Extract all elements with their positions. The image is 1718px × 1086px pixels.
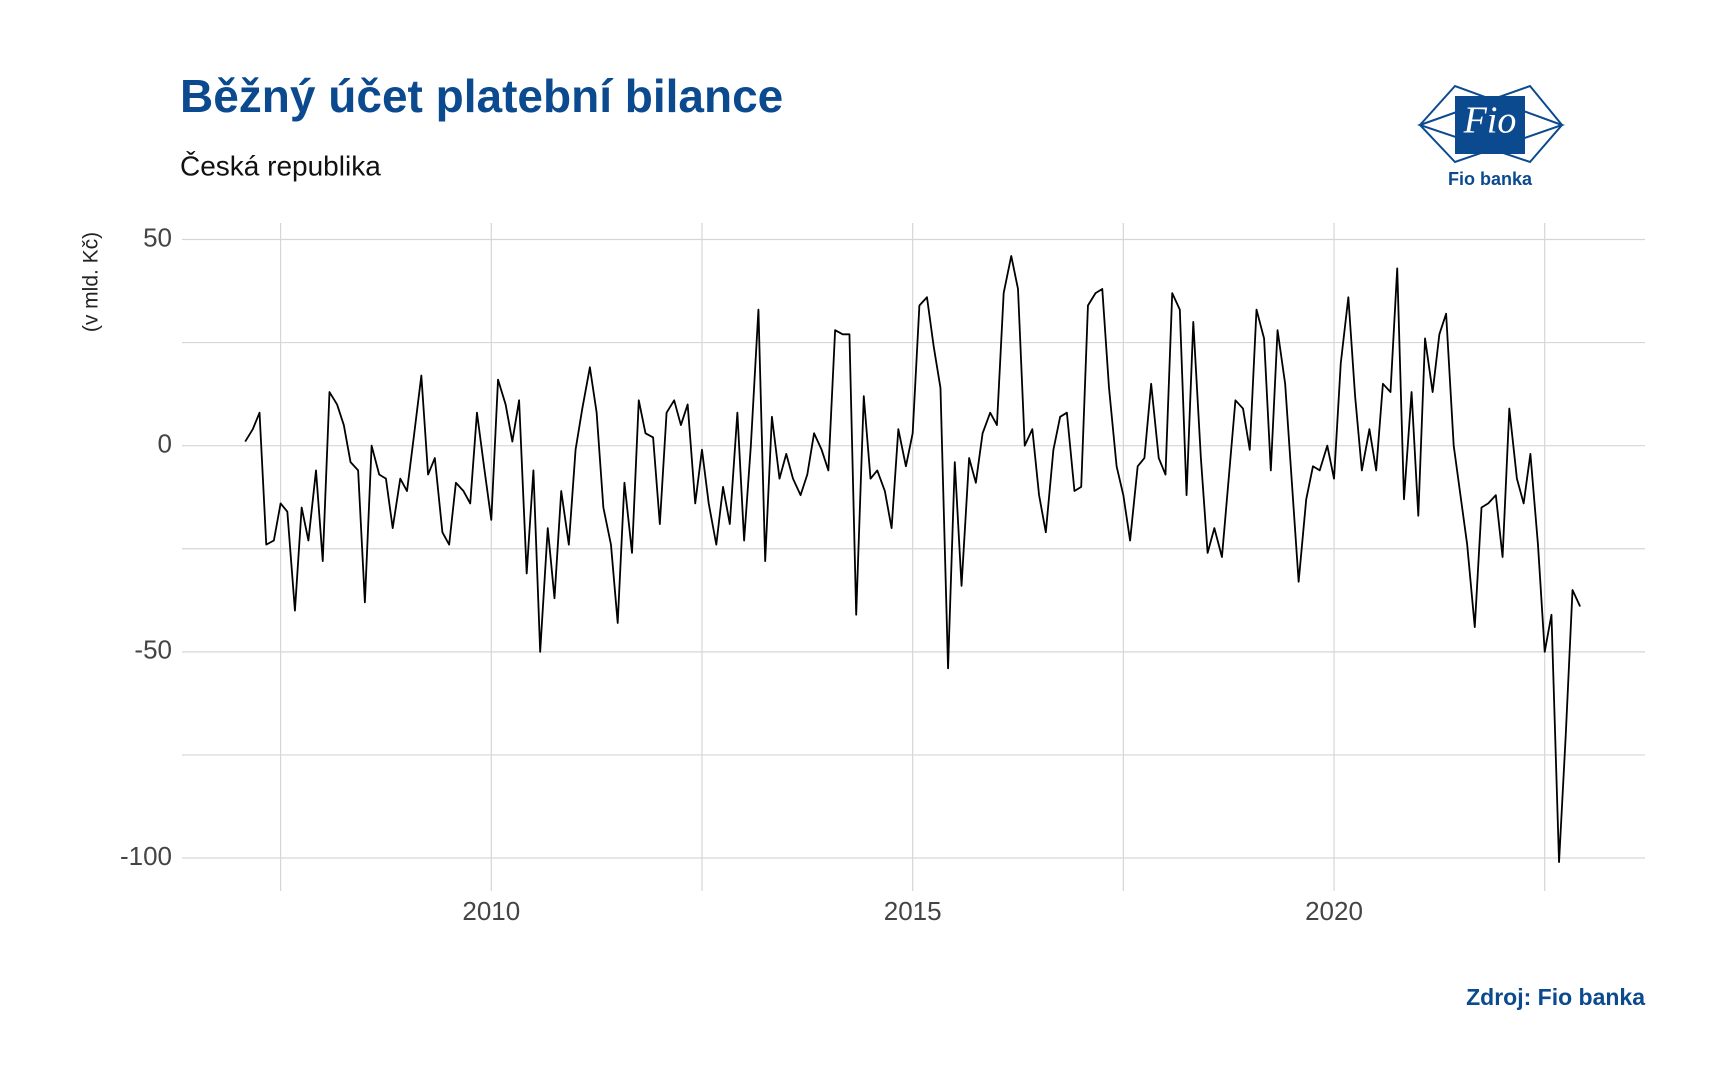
y-tick-label: 0 <box>158 429 172 459</box>
logo: Fio Fio banka <box>1416 84 1565 189</box>
logo-name: Fio banka <box>1448 169 1533 189</box>
x-tick-label: 2020 <box>1305 896 1363 926</box>
line-series <box>244 255 1581 864</box>
y-tick-label: 50 <box>143 222 172 252</box>
chart-title: Běžný účet platební bilance <box>180 70 783 122</box>
x-tick-label: 2015 <box>884 896 942 926</box>
chart-subtitle: Česká republika <box>180 150 381 181</box>
logo-shape <box>1418 84 1565 164</box>
y-axis-label: (v mld. Kč) <box>80 232 103 332</box>
logo-box <box>1455 96 1525 154</box>
y-tick-label: -100 <box>120 841 172 871</box>
logo-mark: Fio <box>1463 100 1517 142</box>
x-tick-label: 2010 <box>462 896 520 926</box>
source: Zdroj: Fio banka <box>1466 984 1645 1010</box>
y-tick-label: -50 <box>134 635 172 665</box>
